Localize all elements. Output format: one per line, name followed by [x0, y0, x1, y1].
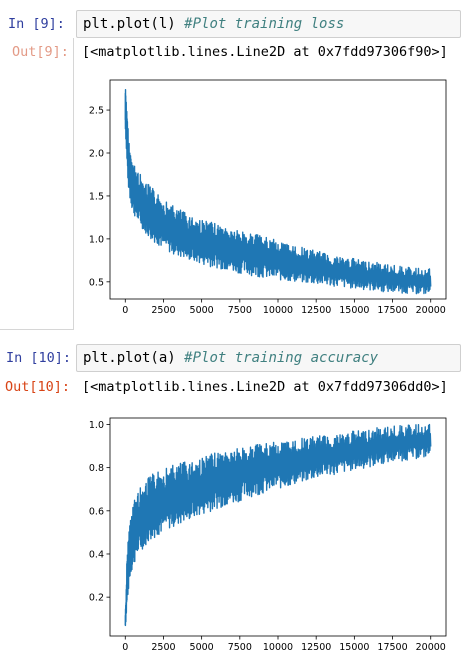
code-input[interactable]: plt.plot(a) #Plot training accuracy: [76, 344, 461, 372]
y-tick-label: 1.0: [89, 420, 104, 431]
x-tick-label: 17500: [377, 305, 407, 316]
x-tick-label: 12500: [301, 305, 331, 316]
y-tick-label: 0.2: [89, 593, 104, 604]
y-tick-label: 0.8: [89, 463, 104, 474]
code-comment: #Plot training accuracy: [184, 350, 379, 366]
y-tick-label: 1.5: [89, 191, 104, 202]
x-tick-label: 15000: [339, 305, 369, 316]
code-comment: #Plot training loss: [184, 16, 345, 32]
x-tick-label: 10000: [263, 305, 293, 316]
x-tick-label: 15000: [339, 642, 369, 653]
output-collapser[interactable]: [0, 38, 74, 330]
x-tick-label: 7500: [228, 642, 252, 653]
in-prompt: In [9]:: [8, 16, 65, 32]
y-tick-label: 1.0: [89, 234, 104, 245]
code-text: plt.plot(a): [83, 350, 176, 366]
in-prompt: In [10]:: [6, 350, 72, 366]
y-tick-label: 2.0: [89, 149, 104, 160]
x-tick-label: 20000: [416, 305, 446, 316]
output-text: [<matplotlib.lines.Line2D at 0x7fdd97306…: [82, 379, 448, 395]
output-text: [<matplotlib.lines.Line2D at 0x7fdd97306…: [82, 44, 448, 60]
x-tick-label: 5000: [190, 305, 214, 316]
x-tick-label: 0: [122, 642, 128, 653]
x-tick-label: 20000: [416, 642, 446, 653]
y-tick-label: 0.6: [89, 506, 104, 517]
x-tick-label: 17500: [377, 642, 407, 653]
x-tick-label: 2500: [151, 305, 175, 316]
x-tick-label: 0: [122, 305, 128, 316]
series-line: [124, 423, 432, 627]
code-input[interactable]: plt.plot(l) #Plot training loss: [76, 10, 461, 38]
out-prompt: Out[9]:: [12, 44, 69, 60]
x-tick-label: 7500: [228, 305, 252, 316]
code-text: plt.plot(l): [83, 16, 176, 32]
x-tick-label: 2500: [151, 642, 175, 653]
y-tick-label: 2.5: [89, 106, 104, 117]
out-prompt: Out[10]:: [5, 379, 71, 395]
y-tick-label: 0.5: [89, 277, 104, 288]
x-tick-label: 12500: [301, 642, 331, 653]
x-tick-label: 10000: [263, 642, 293, 653]
x-tick-label: 5000: [190, 642, 214, 653]
y-tick-label: 0.4: [89, 549, 104, 560]
series-line: [124, 88, 432, 295]
